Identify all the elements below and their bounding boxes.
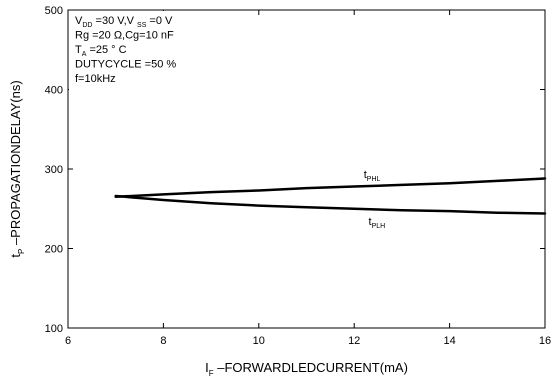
x-axis-title-main: I — [205, 360, 209, 375]
x-tick-label: 6 — [65, 335, 71, 347]
y-axis-title-main: t — [8, 254, 23, 258]
annotation-text: =30 V,V — [92, 15, 137, 27]
y-tick-label: 100 — [45, 323, 63, 335]
x-tick-label: 12 — [348, 335, 360, 347]
annotation-text: f=10kHz — [75, 73, 116, 85]
annotation-text: =25 ° C — [86, 44, 126, 56]
series-label-sub: PHL — [367, 176, 381, 183]
x-tick-label: 14 — [443, 335, 455, 347]
series-label-sub: PLH — [372, 223, 386, 230]
annotation-subscript: DD — [82, 22, 92, 29]
x-axis-title-rest: –FORWARDLEDCURRENT(mA) — [214, 360, 408, 375]
annotation-line: Rg =20 Ω,Cg=10 nF — [75, 30, 174, 42]
x-tick-label: 16 — [539, 335, 551, 347]
series-line-tPLH — [114, 194, 547, 215]
annotation-text: DUTYCYCLE =50 % — [75, 59, 176, 71]
annotation-background — [69, 11, 207, 93]
annotation-subscript: A — [82, 51, 87, 58]
axis-ticks: 6 8 10 12 14 16 100 200 300 400 500 — [45, 5, 551, 347]
y-tick-label: 200 — [45, 244, 63, 256]
annotation-text: =0 V — [146, 15, 173, 27]
x-axis-title-sub: F — [209, 369, 214, 378]
x-axis-title: IF –FORWARDLEDCURRENT(mA) — [205, 360, 408, 378]
annotation-line: f=10kHz — [75, 73, 116, 85]
annotation-text: Rg =20 Ω,Cg=10 nF — [75, 30, 174, 42]
x-tick-label: 10 — [253, 335, 265, 347]
series-line-tPHL — [114, 177, 547, 199]
annotation-text: T — [75, 44, 82, 56]
series-label-tPLH: tPLH — [369, 216, 386, 230]
y-tick-label: 400 — [45, 85, 63, 97]
x-tick-label: 8 — [160, 335, 166, 347]
y-axis-title: tP –PROPAGATIONDELAY(ns) — [8, 80, 26, 257]
series-label-tPHL: tPHL — [364, 169, 381, 183]
series-label-main: t — [369, 216, 372, 228]
annotation-line: DUTYCYCLE =50 % — [75, 59, 176, 71]
y-axis-title-sub: P — [17, 249, 26, 254]
annotation-line: TA =25 ° C — [75, 44, 127, 58]
annotation-line: VDD =30 V,V SS =0 V — [75, 15, 173, 29]
y-tick-label: 500 — [45, 5, 63, 17]
series-lines — [114, 177, 547, 215]
y-axis-title-rest: –PROPAGATIONDELAY(ns) — [8, 80, 23, 248]
annotation-text: V — [75, 15, 83, 27]
annotation-subscript: SS — [137, 22, 147, 29]
series-label-main: t — [364, 169, 367, 181]
y-tick-label: 300 — [45, 164, 63, 176]
